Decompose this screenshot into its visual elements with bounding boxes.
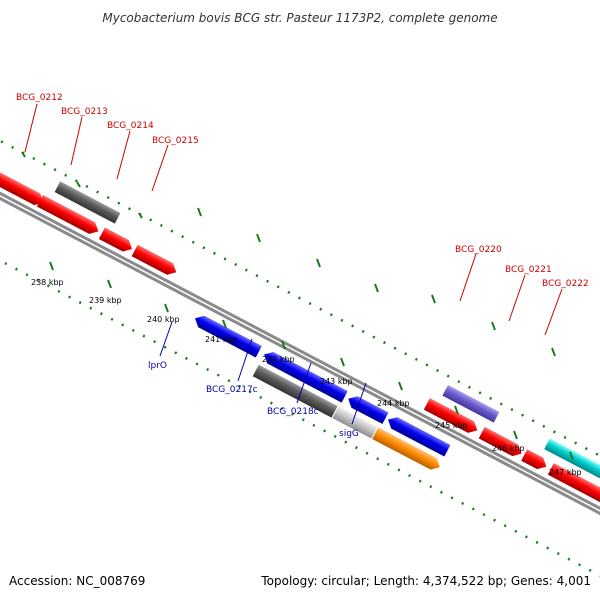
tick-label-243: 243 kbp (320, 377, 353, 386)
gene-label-bcg-0212[interactable]: BCG_0212 (16, 93, 63, 103)
leader-line-bcg-0218c (296, 362, 312, 404)
gene-label-sigg[interactable]: sigG (339, 429, 359, 439)
upper-tick (551, 347, 556, 357)
tick-label-242: 242 kbp (262, 355, 295, 364)
tick-label-245: 245 kbp (435, 421, 468, 430)
gene-box-bcg-0217c (252, 364, 338, 418)
genome-track (0, 123, 600, 600)
upper-tick (138, 212, 143, 219)
leader-line-sigg (351, 382, 367, 425)
tick-label-247: 247 kbp (549, 468, 582, 477)
lower-tick (107, 279, 112, 289)
leader-line-bcg-0212 (24, 103, 38, 153)
leader-line-bcg-0220 (459, 253, 477, 302)
lower-tick (340, 357, 345, 367)
gene-label-lpro[interactable]: lprO (148, 361, 167, 371)
lower-tick (222, 319, 227, 329)
upper-tick (374, 283, 379, 293)
upper-tick (256, 233, 261, 243)
upper-tick (316, 258, 321, 268)
gene-arrow-bcg-0221 (478, 426, 522, 457)
reverse-gene-labels: lprO BCG_0217c BCG_0218c sigG (148, 321, 367, 439)
gene-box-bcg-0218c (332, 406, 378, 439)
tick-label-244: 244 kbp (377, 399, 410, 408)
gene-label-bcg-0222[interactable]: BCG_0222 (542, 279, 589, 289)
gene-arrow-bcg-0214b (98, 227, 133, 252)
gene-arrow-bcg-0222 (547, 463, 600, 543)
upper-tick (431, 294, 436, 304)
forward-gene-labels: BCG_0212 BCG_0213 BCG_0214 BCG_0215 BCG_… (16, 93, 589, 336)
accession-text: Accession: NC_008769 (9, 574, 145, 588)
gene-label-bcg-0215[interactable]: BCG_0215 (152, 136, 199, 146)
leader-line-bcg-0217c (237, 338, 253, 382)
upper-tick (197, 207, 202, 217)
gene-label-bcg-0217c[interactable]: BCG_0217c (206, 385, 258, 395)
leader-line-bcg-0215 (151, 144, 169, 192)
gene-arrow-lpro (195, 315, 262, 358)
leader-line-bcg-0214 (116, 130, 131, 180)
ruler-ticks (21, 151, 574, 461)
gene-label-bcg-0214[interactable]: BCG_0214 (107, 121, 154, 131)
lower-tick (49, 261, 54, 271)
gene-arrow-bcg-0214 (36, 194, 99, 234)
tick-label-238: 238 kbp (31, 278, 64, 287)
upper-tick (76, 181, 81, 188)
map-title: Mycobacterium bovis BCG str. Pasteur 117… (102, 11, 497, 25)
tick-label-246: 246 kbp (492, 444, 525, 453)
gene-box-bcg-0220 (442, 385, 500, 423)
gene-box-bcg-0213 (54, 181, 121, 224)
gene-arrow-bcg-0215 (131, 244, 177, 275)
upper-tick (21, 151, 26, 158)
lower-tick (513, 430, 518, 440)
gene-arrow-bcg-0217c-b (348, 396, 389, 424)
leader-line-lpro (159, 321, 173, 357)
gene-arrow-bcg-0218c-blue (388, 417, 451, 457)
gene-arrow-bcg-0221b (521, 449, 547, 470)
genome-summary-text: Topology: circular; Length: 4,374,522 bp… (260, 574, 591, 588)
lower-tick (569, 451, 574, 461)
tick-label-241: 241 kbp (205, 335, 238, 344)
gene-arrow-sigg (372, 427, 440, 470)
gene-label-bcg-0221[interactable]: BCG_0221 (505, 265, 552, 275)
lower-ruler-line (0, 217, 600, 600)
gene-arrow-bcg-0220 (423, 398, 478, 433)
gene-label-bcg-0213[interactable]: BCG_0213 (61, 107, 108, 117)
gene-label-bcg-0218c[interactable]: BCG_0218c (267, 407, 319, 417)
gene-arrow-bcg-0212 (0, 149, 44, 206)
backbone-line-bottom (0, 168, 600, 553)
backbone-line-top (0, 164, 600, 549)
leader-line-bcg-0221 (508, 274, 526, 322)
leader-line-bcg-0222 (544, 288, 563, 336)
lower-tick (281, 340, 286, 350)
gene-box-bcg-0222b (544, 438, 600, 524)
upper-tick (491, 321, 496, 331)
lower-tick (454, 405, 459, 415)
tick-label-240: 240 kbp (147, 315, 180, 324)
lower-tick (398, 381, 403, 391)
upper-ruler-line (0, 123, 600, 507)
leader-line-bcg-0213 (70, 116, 83, 166)
lower-tick (164, 303, 169, 313)
gene-label-bcg-0220[interactable]: BCG_0220 (455, 245, 502, 255)
tick-label-239: 239 kbp (89, 296, 122, 305)
tick-labels: 238 kbp 239 kbp 240 kbp 241 kbp 242 kbp … (31, 278, 582, 477)
